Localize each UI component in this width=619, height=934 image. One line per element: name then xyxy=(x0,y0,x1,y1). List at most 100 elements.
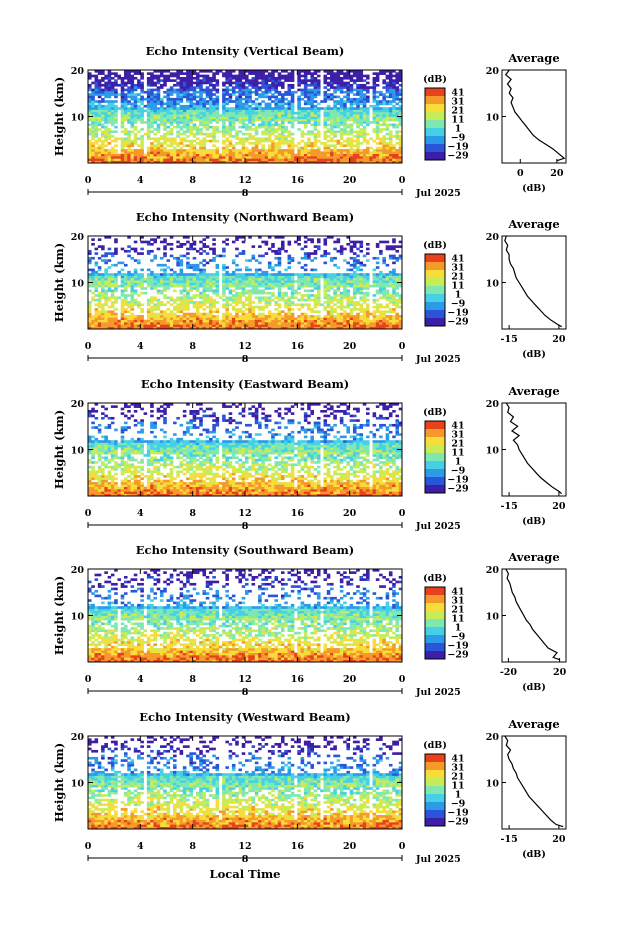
heatmap-cell xyxy=(235,264,239,267)
heatmap-cell xyxy=(186,317,190,320)
heatmap-cell xyxy=(206,294,210,297)
heatmap-cell xyxy=(274,89,278,92)
heatmap-cell xyxy=(261,144,265,147)
heatmap-cell xyxy=(167,98,171,101)
colorbar-unit: (dB) xyxy=(423,74,447,85)
heatmap-cell xyxy=(284,283,288,286)
heatmap-cell xyxy=(124,299,128,302)
heatmap-cell xyxy=(153,119,157,122)
heatmap-cell xyxy=(284,154,288,157)
heatmap-cell xyxy=(245,296,249,299)
heatmap-cell xyxy=(235,308,239,311)
heatmap-cell xyxy=(124,96,128,99)
heatmap-cell xyxy=(274,283,278,286)
heatmap-cell xyxy=(183,285,187,288)
heatmap-cell xyxy=(173,301,177,304)
heatmap-cell xyxy=(170,158,174,161)
heatmap-cell xyxy=(124,289,128,292)
heatmap-cell xyxy=(193,303,197,306)
heatmap-cell xyxy=(353,151,357,154)
heatmap-cell xyxy=(157,303,161,306)
heatmap-cell xyxy=(176,100,180,103)
heatmap-cell xyxy=(301,147,305,150)
heatmap-cell xyxy=(137,105,141,108)
heatmap-cell xyxy=(108,324,112,327)
heatmap-cell xyxy=(278,98,282,101)
heatmap-cell xyxy=(281,278,285,281)
heatmap-cell xyxy=(301,117,305,120)
heatmap-cell xyxy=(304,149,308,152)
heatmap-cell xyxy=(124,100,128,103)
heatmap-cell xyxy=(225,89,229,92)
heatmap-cell xyxy=(150,137,154,140)
heatmap-cell xyxy=(291,151,295,154)
heatmap-cell xyxy=(235,117,239,120)
heatmap-cell xyxy=(346,149,350,152)
heatmap-cell xyxy=(147,313,151,316)
heatmap-cell xyxy=(189,285,193,288)
heatmap-cell xyxy=(301,303,305,306)
heatmap-cell xyxy=(199,306,203,309)
heatmap-cell xyxy=(265,75,269,78)
heatmap-cell xyxy=(395,142,399,145)
heatmap-cell xyxy=(258,299,262,302)
heatmap-cell xyxy=(291,133,295,136)
heatmap-cell xyxy=(252,280,256,283)
heatmap-cell xyxy=(382,86,386,89)
heatmap-cell xyxy=(111,278,115,281)
heatmap-cell xyxy=(202,259,206,262)
heatmap-cell xyxy=(291,283,295,286)
heatmap-cell xyxy=(193,91,197,94)
heatmap-cell xyxy=(389,296,393,299)
heatmap-cell xyxy=(310,320,314,323)
heatmap-cell xyxy=(324,276,328,279)
heatmap-cell xyxy=(314,158,318,161)
heatmap-cell xyxy=(389,89,393,92)
heatmap-cell xyxy=(235,114,239,117)
heatmap-cell xyxy=(114,280,118,283)
heatmap-cell xyxy=(301,313,305,316)
heatmap-cell xyxy=(193,158,197,161)
heatmap-cell xyxy=(140,135,144,138)
heatmap-cell xyxy=(382,320,386,323)
heatmap-cell xyxy=(252,324,256,327)
heatmap-cell xyxy=(386,151,390,154)
heatmap-cell xyxy=(163,121,167,124)
heatmap-cell xyxy=(206,296,210,299)
heatmap-cell xyxy=(232,308,236,311)
heatmap-cell xyxy=(163,119,167,122)
heatmap-cell xyxy=(346,306,350,309)
heatmap-cell xyxy=(173,84,177,87)
heatmap-cell xyxy=(310,269,314,272)
heatmap-cell xyxy=(337,114,341,117)
heatmap-cell xyxy=(392,324,396,327)
heatmap-cell xyxy=(330,308,334,311)
heatmap-cell xyxy=(206,322,210,325)
heatmap-cell xyxy=(167,308,171,311)
heatmap-cell xyxy=(176,96,180,99)
heatmap-cell xyxy=(278,75,282,78)
heatmap-cell xyxy=(330,280,334,283)
heatmap-cell xyxy=(350,89,354,92)
heatmap-cell xyxy=(359,264,363,267)
heatmap-cell xyxy=(196,156,200,159)
heatmap-cell xyxy=(104,128,108,131)
heatmap-cell xyxy=(131,105,135,108)
heatmap-cell xyxy=(248,292,252,295)
heatmap-cell xyxy=(183,107,187,110)
heatmap-cell xyxy=(111,103,115,106)
heatmap-cell xyxy=(389,96,393,99)
heatmap-cell xyxy=(238,126,242,129)
heatmap-cell xyxy=(278,296,282,299)
heatmap-cell xyxy=(101,310,105,313)
heatmap-cell xyxy=(248,126,252,129)
heatmap-cell xyxy=(294,289,298,292)
heatmap-cell xyxy=(330,130,334,133)
heatmap-cell xyxy=(163,79,167,82)
heatmap-cell xyxy=(281,285,285,288)
heatmap-cell xyxy=(386,303,390,306)
heatmap-cell xyxy=(104,89,108,92)
heatmap-cell xyxy=(104,93,108,96)
heatmap-cell xyxy=(212,149,216,152)
heatmap-cell xyxy=(238,317,242,320)
